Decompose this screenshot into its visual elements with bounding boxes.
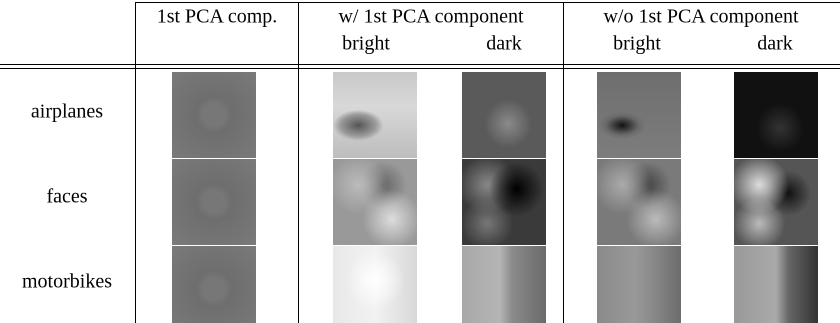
rule: [0, 68, 840, 69]
image-patch: [597, 159, 681, 245]
image-patch: [597, 72, 681, 158]
column-header: w/o 1st PCA component: [603, 6, 798, 29]
rule: [135, 2, 840, 3]
rule: [0, 64, 840, 65]
column-rule: [563, 2, 564, 323]
image-patch: [462, 159, 546, 245]
image-patch: [333, 72, 417, 158]
image-patch: [172, 72, 256, 158]
sub-header: bright: [613, 33, 661, 56]
column-rule: [298, 2, 299, 323]
row-label: faces: [46, 186, 87, 209]
image-patch: [333, 246, 417, 323]
row-label: motorbikes: [22, 271, 112, 294]
image-patch: [462, 72, 546, 158]
column-header: w/ 1st PCA component: [338, 6, 523, 29]
row-label: airplanes: [31, 101, 103, 124]
column-header: 1st PCA comp.: [157, 6, 278, 29]
column-rule: [135, 2, 136, 323]
image-patch: [597, 246, 681, 323]
image-patch: [734, 246, 818, 323]
image-patch: [734, 72, 818, 158]
image-patch: [172, 159, 256, 245]
image-patch: [462, 246, 546, 323]
sub-header: dark: [486, 33, 522, 56]
image-patch: [172, 246, 256, 323]
image-patch: [734, 159, 818, 245]
image-patch: [333, 159, 417, 245]
sub-header: bright: [342, 33, 390, 56]
table-figure: 1st PCA comp. w/ 1st PCA component w/o 1…: [0, 0, 840, 323]
sub-header: dark: [757, 33, 793, 56]
